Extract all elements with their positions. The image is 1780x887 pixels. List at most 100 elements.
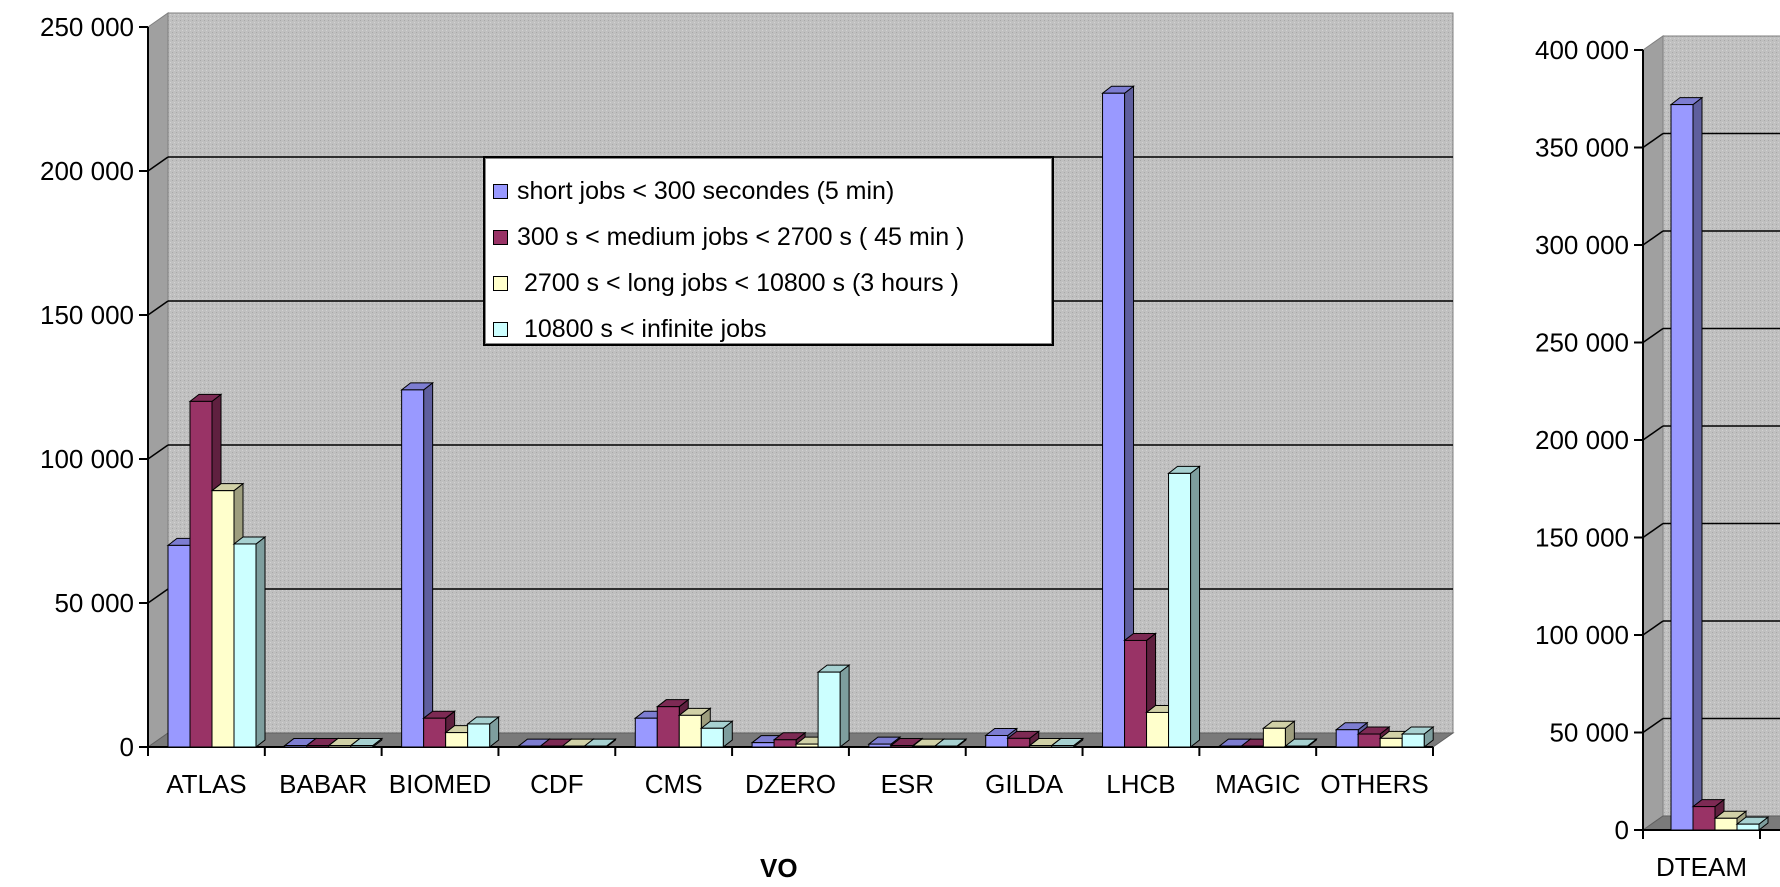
gridline-side: [1642, 230, 1664, 246]
bar-front: [189, 400, 213, 748]
plot-side-wall: [147, 12, 169, 748]
bar-front: [868, 743, 892, 748]
bar-side: [1692, 96, 1703, 832]
gridline-side: [147, 444, 169, 460]
gridline-side: [1642, 717, 1664, 734]
bar-front: [350, 745, 374, 748]
bar-front: [1218, 745, 1242, 748]
x-category-label: DTEAM: [1656, 852, 1747, 882]
gridline-side: [1642, 132, 1664, 149]
gridline-side: [1642, 327, 1664, 344]
legend-item-short-jobs: short jobs < 300 secondes (5 min): [485, 168, 1052, 214]
chart-legend: short jobs < 300 secondes (5 min) 300 s …: [483, 156, 1054, 346]
bar-front: [328, 745, 352, 748]
bar-front: [1124, 639, 1148, 748]
bar-gilda-s2: [1006, 730, 1041, 749]
bar-front: [1102, 92, 1126, 748]
dteam-chart: 400 000 350 000 300 000 250 000 200 000 150 0…: [1535, 35, 1780, 882]
bar-dteam-s4: [1735, 816, 1770, 832]
bar-cms-s4: [699, 720, 734, 749]
bar-front: [423, 717, 447, 748]
bar-front: [773, 739, 797, 748]
bar-biomed-s4: [466, 715, 501, 749]
gridline-side: [1642, 522, 1664, 539]
bar-front: [1736, 823, 1760, 831]
x-category-label: MAGIC: [1215, 769, 1300, 799]
bar-biomed-s1: [400, 381, 435, 749]
legend-swatch-long: [493, 275, 508, 291]
gridline-side: [1642, 425, 1664, 441]
bar-front: [890, 745, 914, 748]
plot-back-wall: [167, 12, 1454, 734]
bar-front: [1262, 727, 1286, 748]
legend-label-medium: 300 s < medium jobs < 2700 s ( 45 min ): [517, 222, 965, 251]
bar-gilda-s4: [1050, 737, 1085, 749]
bar-front: [1029, 745, 1053, 748]
bar-front: [751, 742, 775, 748]
legend-item-infinite-jobs: 10800 s < infinite jobs: [485, 306, 1052, 352]
bar-front: [1379, 737, 1403, 748]
x-category-label: OTHERS: [1320, 769, 1428, 799]
gridline-side: [147, 300, 169, 316]
bar-front: [583, 745, 607, 748]
bar-front: [1357, 733, 1381, 748]
bar-cdf-s4: [582, 738, 617, 749]
bar-front: [1007, 737, 1031, 748]
y-tick-label: 400 000: [1535, 35, 1629, 65]
bar-front: [1240, 745, 1264, 748]
y-tick-label: 0: [1615, 815, 1629, 845]
bar-dteam-s1: [1669, 96, 1704, 832]
y-tick-label: 50 000: [54, 588, 134, 618]
bar-front: [678, 714, 702, 748]
bar-front: [284, 745, 308, 748]
bar-front: [517, 745, 541, 748]
bar-front: [1051, 745, 1075, 748]
bar-front: [912, 745, 936, 748]
bar-front: [1335, 729, 1359, 748]
y-tick-label: 200 000: [1535, 425, 1629, 455]
y-tick-label: 150 000: [40, 300, 134, 330]
bar-front: [934, 745, 958, 748]
bar-side: [255, 535, 266, 749]
bar-front: [233, 543, 257, 748]
bar-front: [1168, 472, 1192, 748]
x-category-label: DZERO: [745, 769, 836, 799]
y-tick-label: 150 000: [1535, 523, 1629, 553]
bar-magic-s4: [1283, 738, 1318, 749]
bar-front: [167, 544, 191, 748]
gridline-side: [147, 588, 169, 604]
bar-front: [1284, 745, 1308, 748]
legend-item-long-jobs: 2700 s < long jobs < 10800 s (3 hours ): [485, 260, 1052, 306]
bar-front: [817, 671, 841, 748]
y-tick-label: 100 000: [1535, 620, 1629, 650]
bar-front: [561, 745, 585, 748]
bar-front: [401, 389, 425, 748]
legend-swatch-short: [493, 183, 508, 199]
bar-others-s4: [1400, 726, 1435, 749]
bar-side: [1190, 465, 1201, 749]
legend-swatch-infinite: [493, 321, 508, 337]
x-axis-title: VO: [760, 853, 798, 883]
y-tick-label: 0: [120, 732, 134, 762]
bar-side: [839, 664, 850, 749]
y-tick-label: 100 000: [40, 444, 134, 474]
y-tick-label: 50 000: [1549, 718, 1629, 748]
bar-atlas-s4: [232, 535, 267, 749]
bar-front: [634, 717, 658, 748]
bar-front: [1692, 806, 1716, 831]
y-tick-label: 250 000: [1535, 328, 1629, 358]
bar-front: [539, 745, 563, 748]
legend-label-infinite: 10800 s < infinite jobs: [517, 314, 767, 343]
bar-side: [423, 381, 434, 749]
bar-front: [445, 732, 469, 748]
bar-magic-s3: [1261, 720, 1296, 749]
bar-front: [1401, 733, 1425, 748]
y-tick-label: 350 000: [1535, 133, 1629, 163]
bar-front: [467, 723, 491, 748]
bar-front: [211, 490, 235, 748]
bar-front: [795, 743, 819, 748]
bar-front: [306, 745, 330, 748]
x-category-label: LHCB: [1106, 769, 1175, 799]
x-category-label: ATLAS: [166, 769, 246, 799]
